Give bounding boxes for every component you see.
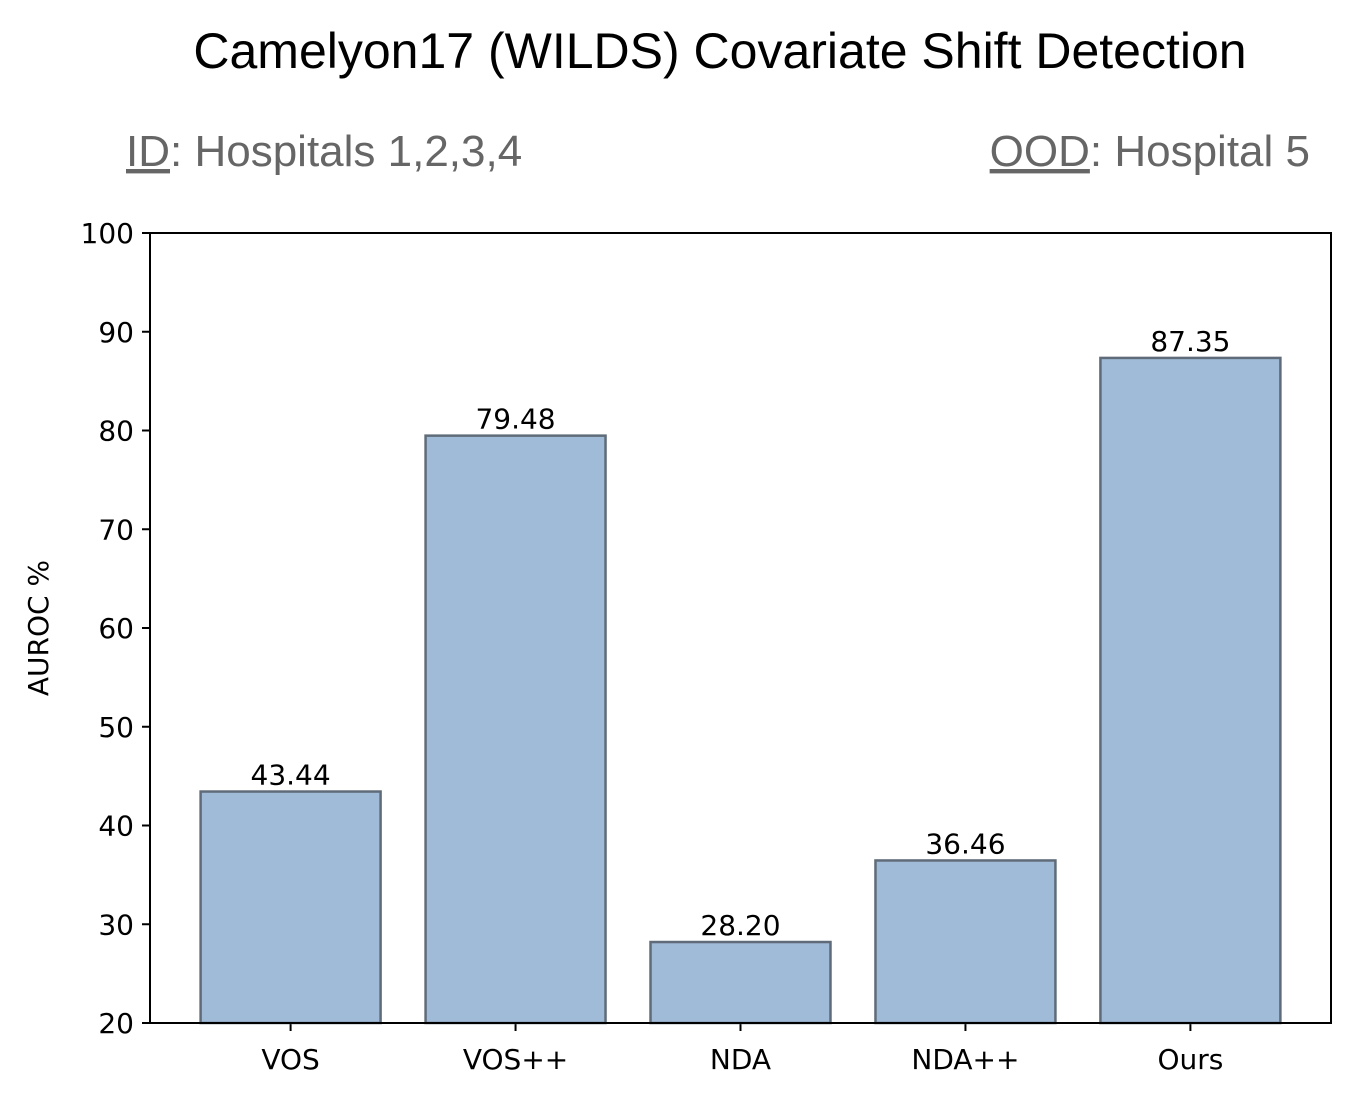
y-tick-label: 30 [98,908,134,941]
bar-value-label: 79.48 [475,403,555,436]
y-tick-label: 20 [98,1007,134,1040]
bar-value-label: 87.35 [1150,325,1230,358]
bar-nda [649,940,832,1025]
subtitle-ood-key: OOD [990,127,1090,176]
subtitle-id-key: ID [126,127,170,176]
x-tick-label: NDA [710,1043,771,1076]
y-axis-label: AUROC % [22,560,55,696]
bar-ndaplusplus [874,859,1057,1025]
y-tick-label: 80 [98,415,134,448]
y-tick-label: 70 [98,513,134,546]
bar-vosplusplus [424,434,607,1025]
y-tick-label: 50 [98,711,134,744]
chart-title: Camelyon17 (WILDS) Covariate Shift Detec… [193,23,1246,79]
subtitle-id: ID: Hospitals 1,2,3,4 [126,127,522,176]
bar-value-label: 28.20 [700,909,780,942]
y-axis: 20 30 40 50 60 70 80 90 100 [81,217,150,1040]
bar-value-label: 36.46 [925,827,1005,860]
x-tick-label: NDA++ [911,1043,1019,1076]
y-tick-label: 90 [98,316,134,349]
y-tick-label: 100 [81,217,134,250]
bar-value-labels: 43.44 79.48 28.20 36.46 87.35 [251,325,1231,942]
bar-series [199,356,1282,1025]
subtitle-ood-value: Hospital 5 [1114,127,1310,176]
x-axis: VOS VOS++ NDA NDA++ Ours [261,1023,1223,1076]
plot-frame [149,232,1332,1024]
y-tick-label: 60 [98,612,134,645]
bar-ours [1099,356,1282,1025]
x-tick-label: VOS++ [463,1043,568,1076]
x-tick-label: VOS [261,1043,319,1076]
subtitle-ood: OOD: Hospital 5 [990,127,1310,176]
bar-value-label: 43.44 [251,759,331,792]
bar-vos [199,790,382,1025]
x-tick-label: Ours [1157,1043,1223,1076]
y-tick-label: 40 [98,810,134,843]
subtitle-id-value: Hospitals 1,2,3,4 [194,127,522,176]
